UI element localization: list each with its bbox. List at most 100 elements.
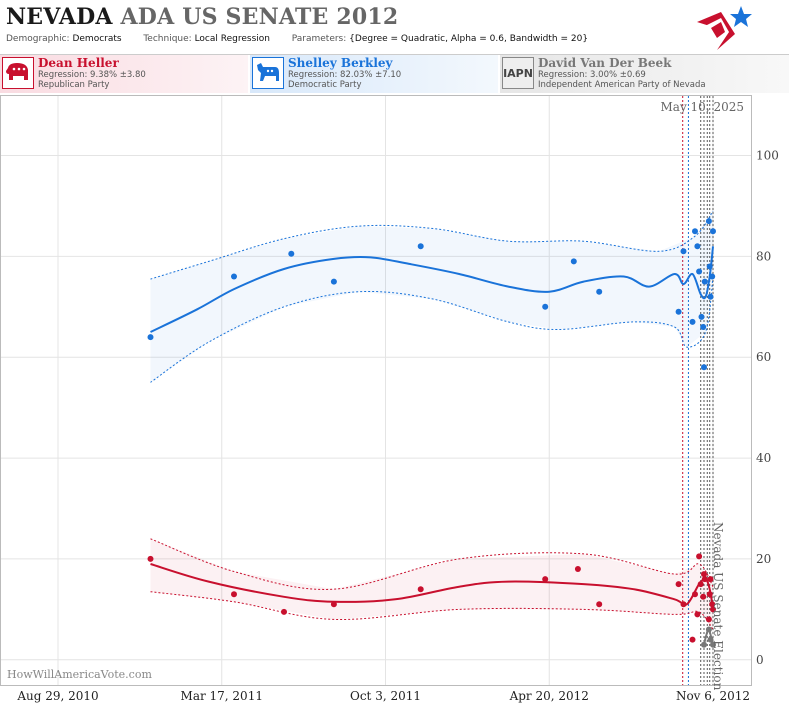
candidate-bar: Dean Heller Regression: 9.38% ±3.80 Repu… <box>0 55 789 95</box>
poll-point <box>692 591 698 598</box>
poll-point <box>701 571 707 578</box>
y-tick-label: 80 <box>756 249 771 263</box>
election-label: Nevada US Senate Election <box>711 522 725 691</box>
poll-point <box>542 576 549 583</box>
poll-point <box>696 268 703 275</box>
poll-point <box>696 553 703 560</box>
poll-point <box>288 250 295 257</box>
poll-point <box>697 581 704 588</box>
current-date-label: May 10, 2025 <box>661 100 744 114</box>
upper-bound-line <box>150 210 714 280</box>
iapn-icon: IAPN <box>502 57 534 89</box>
poll-point <box>330 601 337 608</box>
poll-point <box>698 313 705 320</box>
x-tick-label: Mar 17, 2011 <box>181 689 263 703</box>
poll-point <box>707 293 714 300</box>
poll-point <box>701 576 708 583</box>
title-rest: ADA US SENATE 2012 <box>120 4 399 30</box>
poll-point <box>707 576 714 583</box>
poll-point <box>680 248 687 255</box>
poll-point <box>710 228 716 235</box>
poll-point <box>689 636 696 643</box>
y-tick-label: 40 <box>756 451 771 465</box>
fit-line <box>150 246 714 333</box>
poll-point <box>680 601 687 608</box>
x-tick-label: Apr 20, 2012 <box>509 689 589 703</box>
poll-point <box>417 243 424 250</box>
poll-point <box>694 611 701 618</box>
y-tick-label: 100 <box>756 149 779 163</box>
y-tick-label: 60 <box>756 350 771 364</box>
poll-point <box>706 591 713 598</box>
technique-value: Local Regression <box>194 34 270 44</box>
candidate-berkley: Shelley Berkley Regression: 82.03% ±7.10… <box>250 55 498 93</box>
candidate-regression: Regression: 82.03% ±7.10 <box>288 70 402 80</box>
poll-point <box>709 273 716 280</box>
candidate-regression: Regression: 9.38% ±3.80 <box>38 70 146 80</box>
poll-point <box>706 263 713 270</box>
poll-point <box>570 258 577 265</box>
parameters-line: Demographic: Democrats Technique: Local … <box>6 34 588 44</box>
poll-point <box>701 364 707 371</box>
poll-point <box>700 593 707 600</box>
candidate-name: Dean Heller <box>38 56 119 70</box>
poll-point <box>417 586 424 593</box>
confidence-band <box>150 538 714 630</box>
poll-point <box>330 278 337 285</box>
header: NEVADA ADA US SENATE 2012 Demographic: D… <box>0 0 789 55</box>
candidate-party: Republican Party <box>38 80 110 90</box>
candidate-name: Shelley Berkley <box>288 56 393 70</box>
y-tick-label: 20 <box>756 552 771 566</box>
poll-point <box>705 626 712 633</box>
poll-point <box>705 218 712 225</box>
poll-point <box>700 324 707 330</box>
poll-point <box>707 636 714 643</box>
y-tick-label: 0 <box>756 653 764 667</box>
x-tick-label: Nov 6, 2012 <box>676 689 750 703</box>
donkey-icon <box>252 57 284 89</box>
candidate-name: David Van Der Beek <box>538 56 672 70</box>
lower-bound-line <box>150 591 714 630</box>
poll-point <box>574 566 581 572</box>
y-axis: 0 20 40 60 80 100 <box>756 149 779 667</box>
lower-bound-line <box>150 276 714 383</box>
page-title: NEVADA ADA US SENATE 2012 <box>6 4 398 30</box>
poll-point <box>701 278 708 285</box>
source-label: HowWillAmericaVote.com <box>7 668 152 681</box>
poll-point <box>710 606 716 613</box>
poll-chart: 0 20 40 60 80 100 Aug 29, 2010 Mar 17, 2011 Oct… <box>0 95 779 703</box>
poll-point <box>231 591 237 598</box>
poll-point <box>701 641 707 648</box>
elephant-icon <box>2 57 34 89</box>
technique-label: Technique: <box>143 34 192 44</box>
candidate-vanderbeek: IAPN David Van Der Beek Regression: 3.00… <box>500 55 789 93</box>
poll-point <box>689 318 696 325</box>
poll-point <box>596 288 603 295</box>
poll-point <box>147 555 154 562</box>
poll-point <box>147 334 154 341</box>
candidate-party: Democratic Party <box>288 80 362 90</box>
candidate-regression: Regression: 3.00% ±0.69 <box>538 70 646 80</box>
demographic-value: Democrats <box>72 34 122 44</box>
poll-point <box>692 228 698 235</box>
poll-point <box>675 308 682 315</box>
poll-point <box>596 601 603 608</box>
x-tick-label: Oct 3, 2011 <box>350 689 421 703</box>
poll-point <box>675 581 682 588</box>
title-state: NEVADA <box>6 4 113 30</box>
poll-point <box>281 608 287 615</box>
poll-point <box>694 243 701 250</box>
x-tick-label: Aug 29, 2010 <box>16 689 98 703</box>
poll-point <box>542 303 549 310</box>
poll-points <box>147 218 716 648</box>
parameters-value: {Degree = Quadratic, Alpha = 0.6, Bandwi… <box>349 34 589 44</box>
poll-point <box>705 616 712 623</box>
candidate-heller: Dean Heller Regression: 9.38% ±3.80 Repu… <box>0 55 248 93</box>
site-logo-icon <box>697 6 752 50</box>
parameters-label: Parameters: <box>291 34 347 44</box>
poll-point <box>231 273 237 280</box>
x-axis: Aug 29, 2010 Mar 17, 2011 Oct 3, 2011 Apr 2… <box>16 689 750 703</box>
poll-point <box>710 641 716 648</box>
grid <box>1 96 751 685</box>
poll-point <box>709 601 716 608</box>
